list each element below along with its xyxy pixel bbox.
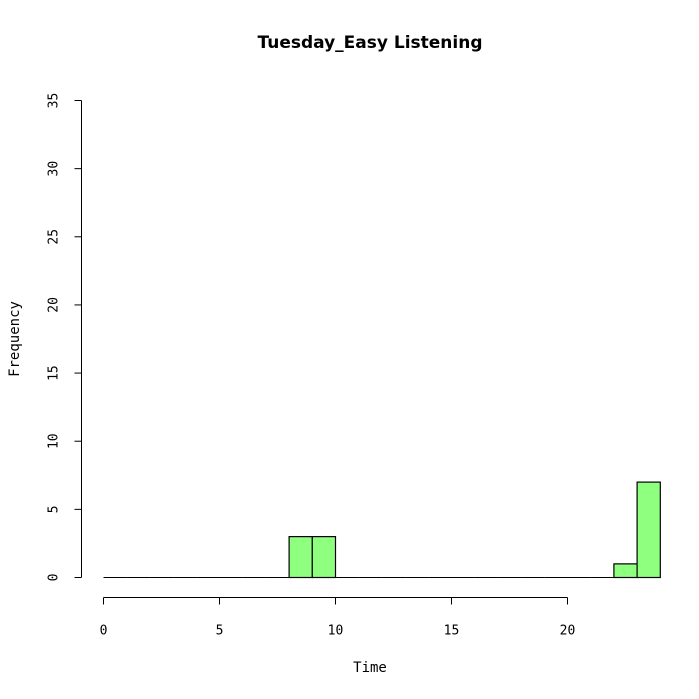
histogram-bar	[613, 563, 638, 579]
y-tick-label: 30	[47, 161, 62, 177]
y-tick-label: 5	[47, 505, 62, 513]
y-axis-label: Frequency	[7, 301, 23, 377]
histogram-bar	[288, 536, 313, 579]
y-tick-label: 20	[47, 297, 62, 313]
x-tick-label: 0	[100, 624, 108, 639]
y-tick-label: 0	[47, 574, 62, 582]
x-axis-label: Time	[353, 660, 387, 676]
x-axis: 0 5 10 15 20	[100, 597, 576, 639]
histogram-bar	[311, 536, 337, 579]
y-tick-label: 35	[47, 93, 62, 109]
x-tick-label: 5	[216, 624, 224, 639]
x-tick-label: 20	[560, 624, 576, 639]
histogram-bars	[103, 481, 661, 579]
x-tick-label: 15	[444, 624, 460, 639]
x-tick-label: 10	[328, 624, 344, 639]
y-tick-label: 15	[47, 365, 62, 381]
y-tick-label: 10	[47, 433, 62, 449]
chart-title: Tuesday_Easy Listening	[257, 33, 482, 53]
histogram-bar	[636, 481, 661, 579]
y-axis: 0 5 10 15 20 25 30 35	[47, 93, 82, 582]
y-tick-label: 25	[47, 229, 62, 245]
